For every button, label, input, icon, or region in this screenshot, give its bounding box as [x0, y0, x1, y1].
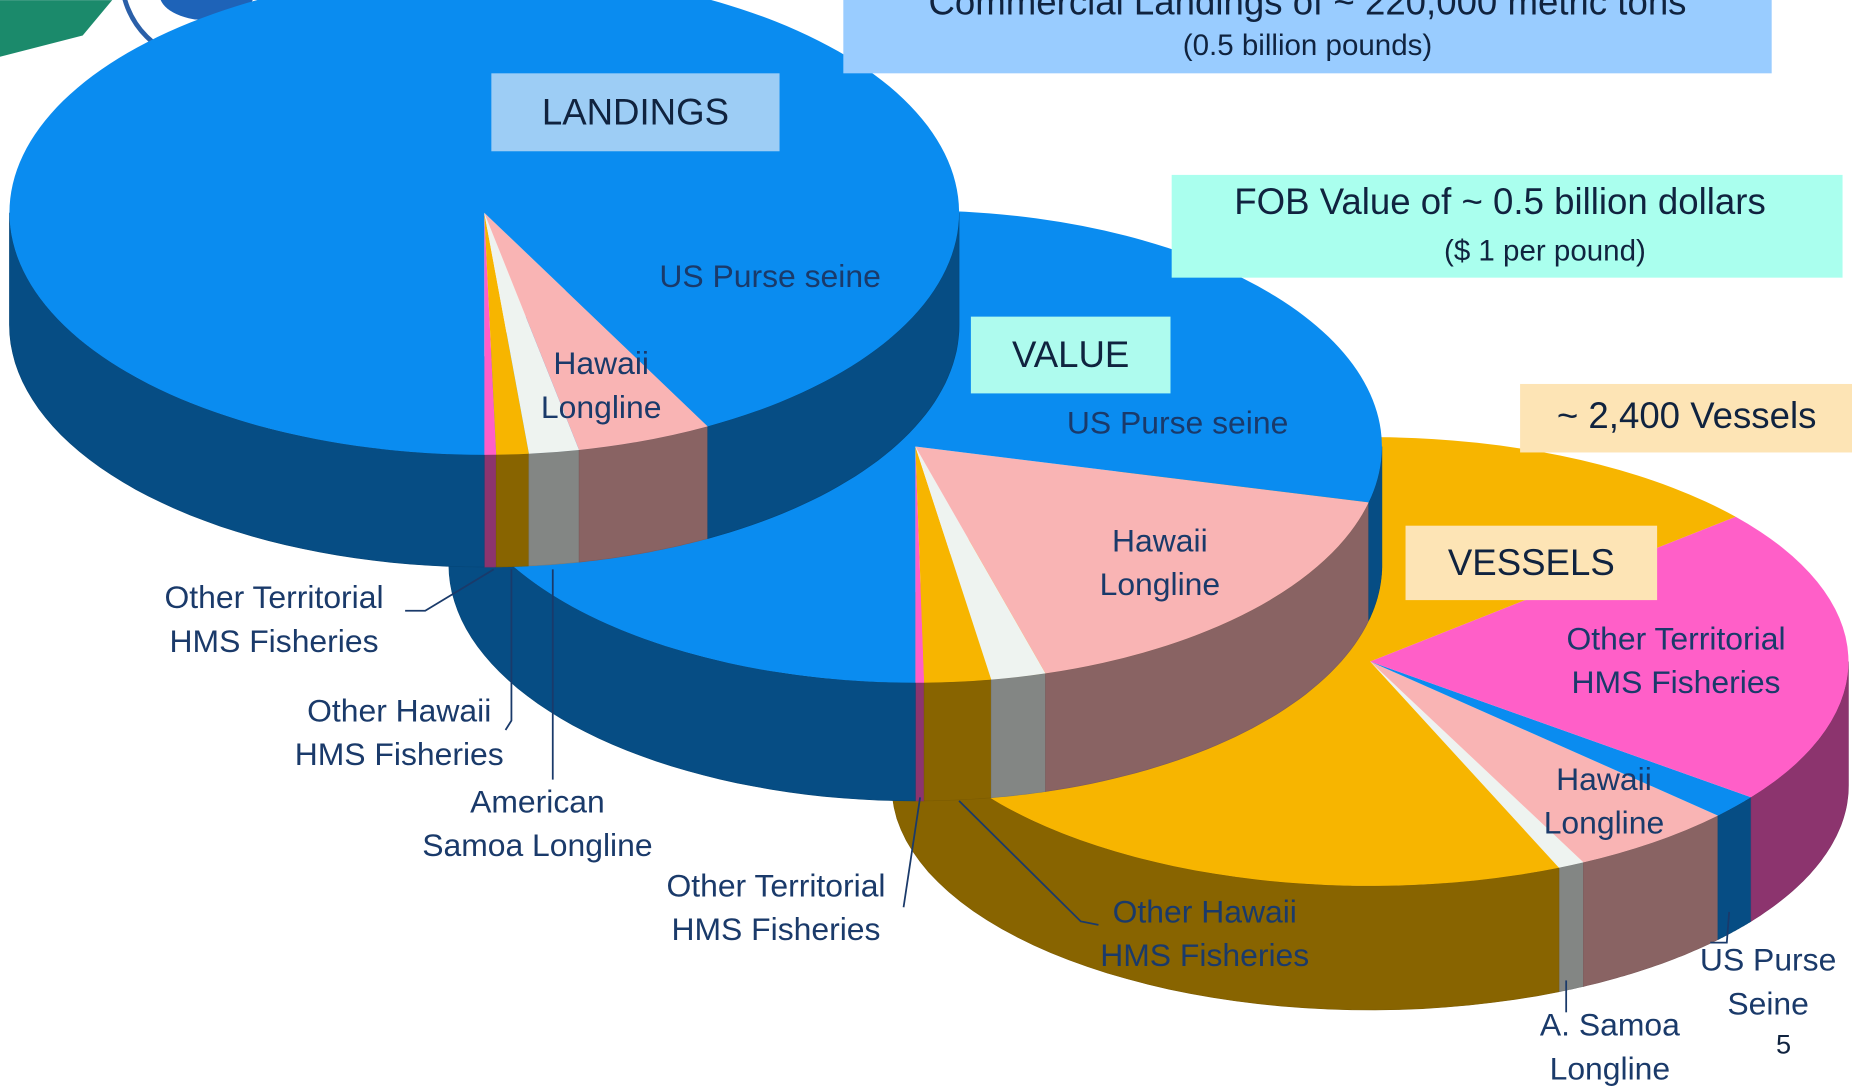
title-box	[1405, 525, 1658, 601]
pie-slice	[915, 446, 1046, 680]
pie-slice	[484, 212, 497, 455]
chart-title: VESSELS	[1448, 542, 1615, 583]
slice-label: Hawaii Longline	[1544, 761, 1665, 841]
page-number: 5	[1776, 1029, 1791, 1060]
pie-slice	[484, 212, 580, 454]
annotation: ($ 1 per pound)	[1444, 235, 1646, 268]
pies	[9, 0, 1849, 1011]
slice-label: Other Territorial HMS Fisheries	[666, 868, 885, 948]
slice-label: Other Territorial HMS Fisheries	[164, 580, 383, 660]
logo-band	[0, 0, 113, 57]
boxes: VESSELS ~ 2,400 Vessels VALUE FOB Value of …	[491, 0, 1852, 601]
pie-side	[1717, 796, 1752, 941]
labels: A. Samoa Longline Hawaii Longline US Purse Se…	[164, 258, 1836, 1087]
slice-label: Hawaii Longline	[541, 346, 662, 426]
leader-line	[902, 797, 921, 908]
title-box	[491, 73, 780, 152]
slice-label: American Samoa Longline	[422, 784, 652, 864]
pie-slice	[1370, 661, 1718, 863]
leader-line	[504, 569, 513, 731]
pie-slice	[1370, 516, 1849, 798]
slice-label: US Purse seine	[659, 258, 880, 294]
pie-side	[990, 673, 1046, 799]
title-box	[970, 316, 1171, 394]
slice-label: US Purse Seine	[1700, 942, 1836, 1022]
slice-label: Other Hawaii HMS Fisheries	[295, 693, 504, 773]
leader-line	[405, 568, 495, 612]
chart-title: VALUE	[1012, 334, 1129, 375]
pie-side	[923, 679, 992, 802]
pie-side	[528, 449, 580, 567]
pie-side	[483, 454, 497, 568]
pie-slice	[484, 212, 529, 455]
pie-slice	[915, 446, 992, 683]
pie-slice	[484, 212, 708, 450]
pie-slice	[915, 446, 1369, 674]
pie-slice	[1370, 661, 1751, 816]
annotation: Commercial Landings of ~ 220,000 metric …	[928, 0, 1686, 22]
annotation-box	[1171, 174, 1843, 278]
slice-label: Other Territorial HMS Fisheries	[1566, 621, 1785, 701]
chart-title: LANDINGS	[542, 91, 729, 132]
pie-side	[495, 453, 530, 568]
slice-label: Other Hawaii HMS Fisheries	[1100, 894, 1309, 974]
slice-label: A. Samoa Longline	[1540, 1007, 1680, 1087]
pie-side	[1558, 862, 1584, 993]
leader-line	[1710, 911, 1731, 944]
annotation-box	[1520, 383, 1852, 453]
annotation-box	[843, 0, 1772, 74]
annotation: FOB Value of ~ 0.5 billion dollars	[1234, 181, 1765, 222]
slice-label: Hawaii Longline	[1100, 523, 1221, 603]
pie-slice	[1370, 661, 1584, 868]
pie-slice	[915, 446, 925, 683]
annotation: (0.5 billion pounds)	[1183, 29, 1432, 62]
leader-line	[958, 800, 1099, 926]
pie-side	[1045, 502, 1369, 792]
pie-side	[915, 682, 925, 802]
slice-label: US Purse seine	[1067, 405, 1288, 441]
annotation: ~ 2,400 Vessels	[1557, 395, 1817, 436]
